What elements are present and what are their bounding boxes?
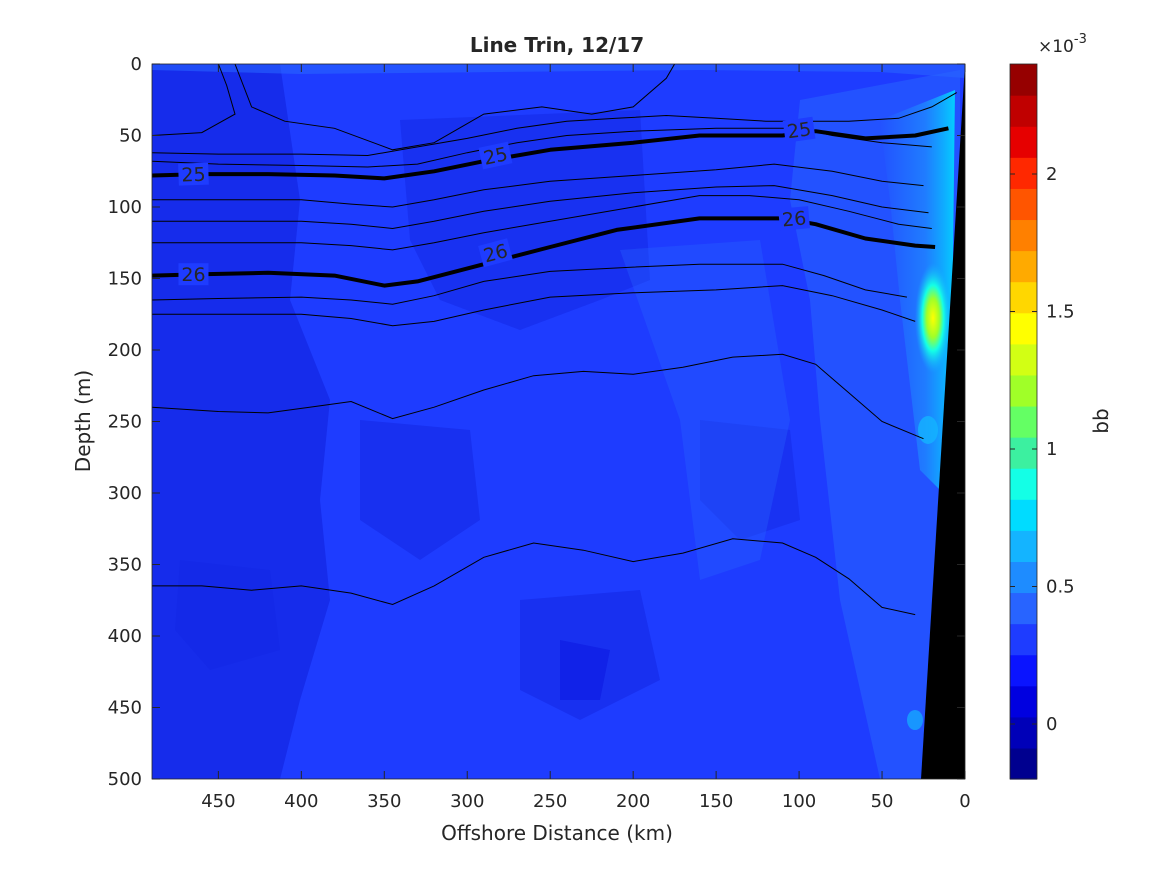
- light-band: [152, 64, 965, 78]
- contour-line: [152, 195, 932, 251]
- x-tick-label: 0: [959, 791, 970, 812]
- colorbar-band: [1010, 561, 1037, 594]
- x-tick-label: 100: [782, 791, 816, 812]
- colorbar-tick-label: 0: [1046, 714, 1057, 735]
- y-tick-label: 150: [108, 269, 142, 290]
- contour-label-bg: [178, 263, 209, 286]
- bottom-mask: [921, 64, 965, 779]
- colorbar-band: [1010, 405, 1037, 438]
- dark-patch: [360, 420, 480, 560]
- y-tick-label: 50: [119, 126, 142, 147]
- contour-line: [152, 353, 924, 440]
- colorbar-band: [1010, 623, 1037, 656]
- colorbar-band: [1010, 157, 1037, 189]
- colorbar-band: [1010, 95, 1037, 127]
- colorbar-tick-label: 1.5: [1046, 302, 1075, 323]
- y-tick-label: 450: [108, 698, 142, 719]
- colorbar-frame: [1009, 63, 1038, 780]
- colorbar-band: [1010, 747, 1037, 780]
- y-axis-label: Depth (m): [71, 370, 95, 472]
- x-tick-label: 400: [284, 791, 318, 812]
- contour-line: [152, 185, 929, 230]
- x-tick-label: 200: [616, 791, 650, 812]
- contour-label-bg: [782, 116, 816, 143]
- colorbar-label: bb: [1089, 408, 1113, 433]
- contour-label: 25: [181, 164, 206, 187]
- y-tick-label: 500: [108, 769, 142, 790]
- colorbar: [1010, 64, 1037, 780]
- contour-line: [152, 538, 916, 616]
- colorbar-band: [1010, 219, 1037, 252]
- dark-patch: [175, 560, 280, 670]
- colorbar-band: [1010, 188, 1037, 221]
- colorbar-tick-label: 2: [1046, 164, 1057, 185]
- colorbar-band: [1010, 592, 1037, 625]
- contour-line-25: [152, 126, 949, 181]
- bold-contours: [152, 126, 949, 288]
- colorbar-band: [1010, 468, 1037, 500]
- y-tick-label: 100: [108, 197, 142, 218]
- y-tick-label: 250: [108, 412, 142, 433]
- contour-label-bg: [478, 238, 513, 268]
- y-tick-label: 400: [108, 626, 142, 647]
- contour-line: [152, 64, 236, 136]
- contour-line: [152, 163, 924, 208]
- colorbar-band: [1010, 312, 1037, 345]
- contour-label: 26: [181, 264, 205, 286]
- y-axis: 0 50 100 150 200 250 300 350 400 450 500: [108, 54, 965, 790]
- contour-label: 26: [781, 207, 807, 231]
- y-tick-label: 0: [131, 54, 142, 75]
- colorbar-band: [1010, 281, 1037, 314]
- thin-contours: [152, 64, 957, 616]
- colorbar-band: [1010, 530, 1037, 562]
- x-axis-label: Offshore Distance (km): [441, 821, 673, 845]
- colorbar-band: [1010, 499, 1037, 531]
- x-tick-label: 450: [201, 791, 235, 812]
- colorbar-band: [1010, 654, 1037, 687]
- coastal-patch: [907, 710, 923, 730]
- hotspot: [915, 263, 951, 373]
- contour-line: [234, 64, 676, 151]
- dark-patch: [700, 420, 800, 540]
- colorbar-tick-label: 0.5: [1046, 577, 1075, 598]
- x-axis: 450 400 350 300 250 200 150 100 50 0: [201, 64, 971, 812]
- colorbar-band: [1010, 716, 1037, 749]
- colorbar-exponent-power: -3: [1074, 32, 1087, 47]
- colorbar-exponent: ×10-3: [1038, 32, 1087, 57]
- dark-patch: [560, 640, 610, 700]
- contour-label: 25: [786, 118, 813, 143]
- contour-label-bg: [178, 162, 209, 186]
- y-tick-label: 350: [108, 555, 142, 576]
- colorbar-band: [1010, 250, 1037, 283]
- contour-line-26: [152, 216, 936, 288]
- y-tick-label: 200: [108, 340, 142, 361]
- coastal-patch: [918, 416, 938, 444]
- colorbar-ticks: 0 0.5 1 1.5 2: [1010, 164, 1075, 735]
- contour-line: [152, 285, 916, 327]
- contour-label-bg: [478, 141, 513, 170]
- contour-line: [152, 263, 907, 305]
- mid-patch: [620, 240, 790, 580]
- y-tick-label: 300: [108, 483, 142, 504]
- colorbar-band: [1010, 64, 1037, 96]
- contour-line: [152, 92, 957, 157]
- colorbar-tick-label: 1: [1046, 439, 1057, 460]
- x-tick-label: 300: [450, 791, 484, 812]
- contour-label: 25: [482, 143, 510, 170]
- contour-label-bg: [778, 206, 811, 231]
- x-tick-label: 150: [699, 791, 733, 812]
- colorbar-exponent-base: ×10: [1038, 37, 1074, 57]
- x-tick-label: 350: [367, 791, 401, 812]
- x-tick-label: 50: [871, 791, 894, 812]
- x-tick-label: 250: [533, 791, 567, 812]
- colorbar-band: [1010, 343, 1037, 376]
- colorbar-band: [1010, 374, 1037, 407]
- colorbar-band: [1010, 126, 1037, 158]
- colorbar-band: [1010, 437, 1037, 469]
- colorbar-band: [1010, 685, 1037, 718]
- chart-title: Line Trin, 12/17: [470, 33, 644, 57]
